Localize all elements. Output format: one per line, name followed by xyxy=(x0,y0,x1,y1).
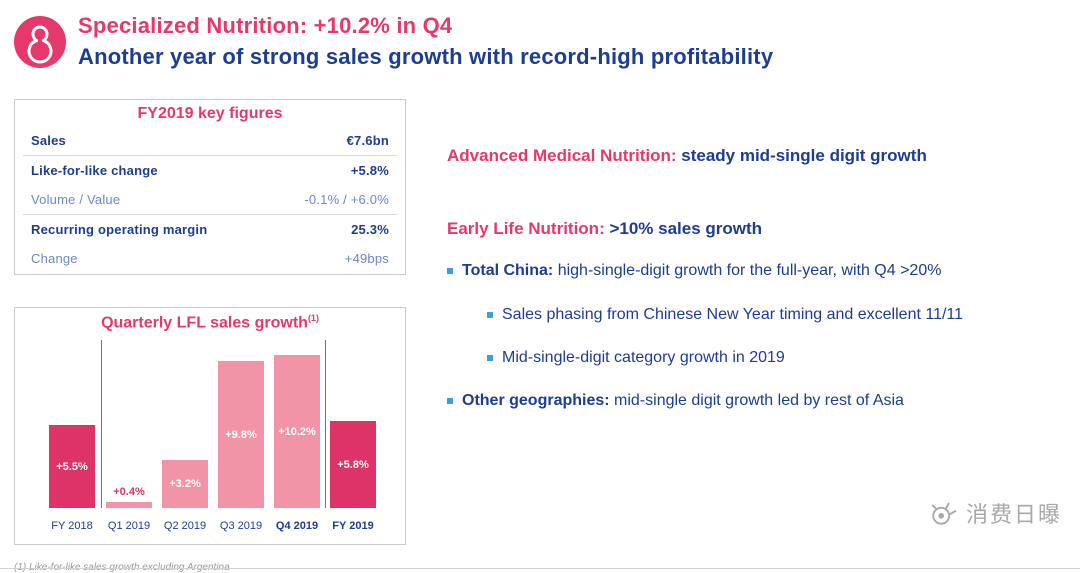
bullet-square-icon xyxy=(487,312,493,318)
chart-title: Quarterly LFL sales growth(1) xyxy=(15,308,405,334)
bullet-square-icon xyxy=(447,398,453,404)
bullet-bold-text: Total China: xyxy=(462,262,554,279)
key-figure-value: +5.8% xyxy=(350,163,389,178)
key-figure-row: Change +49bps xyxy=(15,244,405,273)
bullet-text: Sales phasing from Chinese New Year timi… xyxy=(502,306,964,323)
watermark: 消费日曝 xyxy=(928,497,1062,529)
x-axis-label: FY 2018 xyxy=(51,520,93,532)
x-axis-label: Q4 2019 xyxy=(275,520,319,532)
bar-q1-2019: +0.4% xyxy=(106,486,152,508)
chart-title-text: Quarterly LFL sales growth xyxy=(101,314,308,332)
quarterly-lfl-chart-panel: Quarterly LFL sales growth(1) +5.5% FY 20… xyxy=(14,307,406,545)
divider xyxy=(23,214,397,215)
brand-figure-icon xyxy=(14,16,66,68)
divider xyxy=(23,155,397,156)
divider xyxy=(0,568,1080,569)
bullet-text: mid-single digit growth led by rest of A… xyxy=(609,392,904,409)
heading-rest: >10% sales growth xyxy=(604,219,763,238)
heading-lead: Early Life Nutrition: xyxy=(447,219,605,238)
bar-value-label: +5.5% xyxy=(56,460,88,473)
key-figure-value: -0.1% / +6.0% xyxy=(304,192,389,207)
chart-title-footnote-ref: (1) xyxy=(307,313,319,323)
bar-value-label: +3.2% xyxy=(169,478,201,490)
chart-separator-line xyxy=(101,340,102,508)
key-figure-label: Like-for-like change xyxy=(31,163,158,178)
bar-q3-2019: +9.8% xyxy=(218,361,264,508)
bullet-total-china: Total China: high-single-digit growth fo… xyxy=(447,262,941,280)
heading-rest: steady mid-single digit growth xyxy=(676,146,927,165)
chart-separator-line xyxy=(325,340,326,508)
bullet-bold-text: Other geographies: xyxy=(462,392,610,409)
sub-bullet-category-growth: Mid-single-digit category growth in 2019 xyxy=(487,349,785,367)
key-figure-row: Volume / Value -0.1% / +6.0% xyxy=(15,185,405,214)
bar-q4-2019: +10.2% xyxy=(274,355,320,508)
watermark-text: 消费日曝 xyxy=(965,502,1062,527)
key-figures-panel: FY2019 key figures Sales €7.6bn Like-for… xyxy=(14,99,406,275)
key-figure-row: Like-for-like change +5.8% xyxy=(15,156,405,185)
bullet-other-geographies: Other geographies: mid-single digit grow… xyxy=(447,392,904,410)
key-figure-value: +49bps xyxy=(344,251,389,266)
bar-value-label: +5.8% xyxy=(337,458,369,471)
footnote: (1) Like-for-like sales growth excluding… xyxy=(14,562,230,573)
key-figure-row: Sales €7.6bn xyxy=(15,126,405,155)
key-figure-value: €7.6bn xyxy=(346,133,389,148)
key-figure-label: Change xyxy=(31,251,78,266)
page-title: Specialized Nutrition: +10.2% in Q4 xyxy=(78,13,453,38)
key-figure-row: Recurring operating margin 25.3% xyxy=(15,215,405,244)
header: Specialized Nutrition: +10.2% in Q4 Anot… xyxy=(78,13,773,70)
x-axis-label: Q2 2019 xyxy=(163,520,207,532)
sub-bullet-sales-phasing: Sales phasing from Chinese New Year timi… xyxy=(487,306,963,324)
heading-lead: Advanced Medical Nutrition: xyxy=(447,146,677,165)
x-axis-label: Q3 2019 xyxy=(219,520,263,532)
bar-value-label: +0.4% xyxy=(113,486,145,498)
bullet-square-icon xyxy=(487,355,493,361)
early-life-nutrition-heading: Early Life Nutrition: >10% sales growth xyxy=(447,219,762,239)
bar-fy-2018: +5.5% xyxy=(49,425,95,508)
bar-q2-2019: +3.2% xyxy=(162,460,208,508)
bar-fy-2019: +5.8% xyxy=(330,421,376,508)
bullet-text: high-single-digit growth for the full-ye… xyxy=(553,262,942,279)
x-axis-label: Q1 2019 xyxy=(107,520,151,532)
key-figure-label: Volume / Value xyxy=(31,192,121,207)
key-figure-label: Recurring operating margin xyxy=(31,222,208,237)
bullet-square-icon xyxy=(447,268,453,274)
advanced-medical-nutrition-heading: Advanced Medical Nutrition: steady mid-s… xyxy=(447,146,927,166)
key-figure-label: Sales xyxy=(31,133,66,148)
x-axis-label: FY 2019 xyxy=(332,520,374,532)
key-figures-title: FY2019 key figures xyxy=(137,105,283,122)
key-figure-value: 25.3% xyxy=(351,222,389,237)
bar-chart: +5.5% FY 2018 +0.4% Q1 2019 +3.2% Q2 2019 +9.8… xyxy=(15,340,405,534)
bar-value-label: +9.8% xyxy=(225,428,257,441)
doodle-camera-icon xyxy=(931,502,957,525)
bar-value-label: +10.2% xyxy=(278,425,316,438)
page-subtitle: Another year of strong sales growth with… xyxy=(78,44,774,69)
bullet-text: Mid-single-digit category growth in 2019 xyxy=(502,349,785,366)
